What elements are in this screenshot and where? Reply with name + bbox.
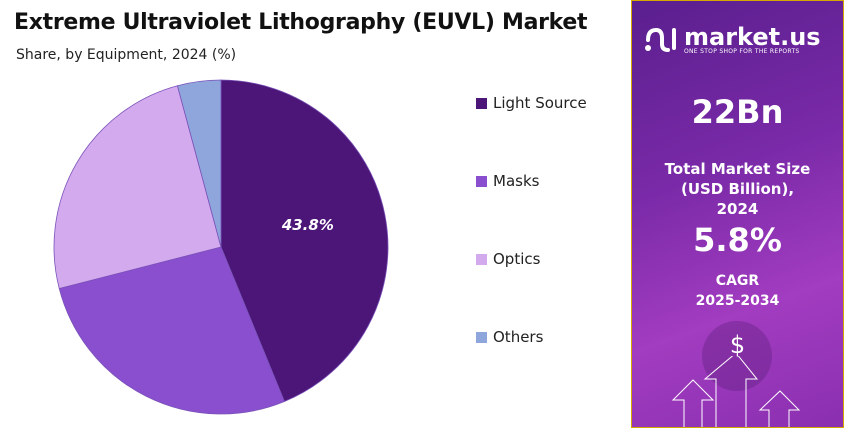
- pie-chart: 43.8%: [53, 79, 389, 415]
- summary-panel: market.us ONE STOP SHOP FOR THE REPORTS …: [631, 0, 844, 428]
- brand-name: market.us: [684, 23, 821, 51]
- cagr-period: 2025-2034: [695, 293, 780, 309]
- legend-item: Masks: [476, 172, 539, 190]
- growth-arrows-icon: [671, 356, 801, 427]
- legend-item: Others: [476, 328, 543, 346]
- logo-icon: [645, 27, 676, 52]
- legend-label: Others: [493, 328, 544, 346]
- pie-slice-optics: [53, 85, 222, 290]
- cagr-value: 5.8%: [693, 221, 782, 259]
- dollar-icon: $: [729, 331, 746, 359]
- legend-label: Optics: [493, 250, 541, 268]
- legend-swatch: [476, 253, 487, 265]
- chart-subtitle: Share, by Equipment, 2024 (%): [16, 47, 237, 63]
- legend-label: Masks: [493, 172, 540, 190]
- legend-swatch: [476, 175, 487, 187]
- chart-title: Extreme Ultraviolet Lithography (EUVL) M…: [14, 10, 588, 35]
- cagr-label: CAGR: [715, 273, 760, 289]
- legend-item: Light Source: [476, 94, 587, 112]
- market-size-value: 22Bn: [691, 93, 784, 131]
- pie-slice-light-source: [220, 79, 389, 403]
- data-label: 43.8%: [281, 216, 334, 234]
- legend-item: Optics: [476, 250, 540, 268]
- pie-slice-masks: [58, 246, 285, 415]
- legend-swatch: [476, 97, 487, 109]
- brand-tagline: ONE STOP SHOP FOR THE REPORTS: [684, 48, 800, 55]
- pie-slice-others: [176, 79, 222, 248]
- legend-label: Light Source: [493, 94, 587, 112]
- market-size-label: Total Market Size (USD Billion), 2024: [664, 160, 811, 218]
- brand-logo: market.us ONE STOP SHOP FOR THE REPORTS: [644, 23, 821, 55]
- legend-swatch: [476, 331, 487, 343]
